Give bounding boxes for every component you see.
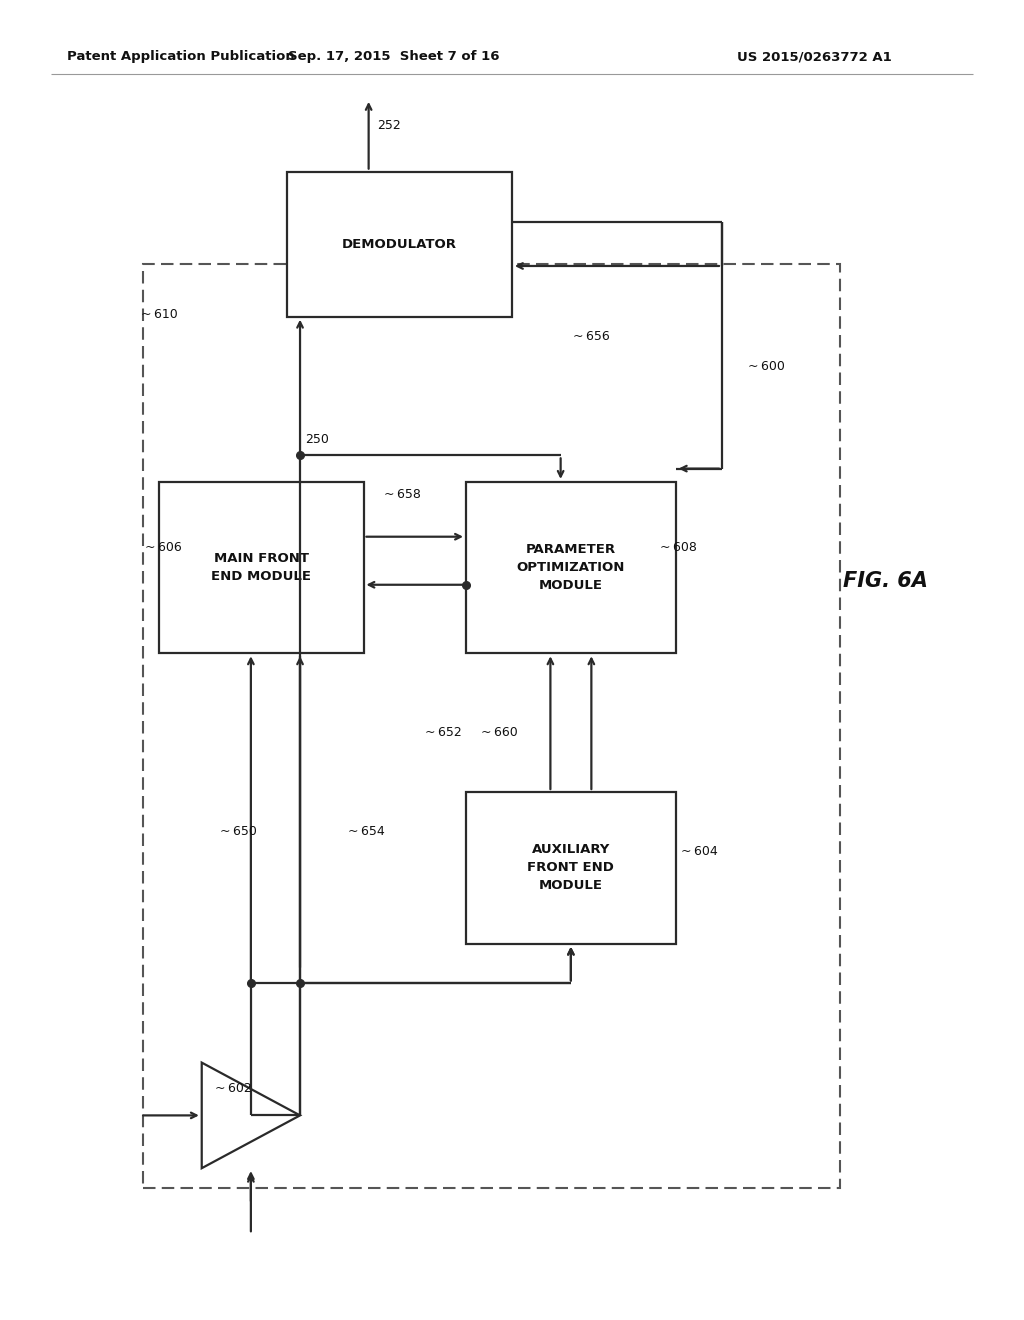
Bar: [143, 264, 840, 1188]
Text: PARAMETER
OPTIMIZATION
MODULE: PARAMETER OPTIMIZATION MODULE: [517, 543, 625, 593]
Bar: [466, 482, 676, 653]
Text: MAIN FRONT
END MODULE: MAIN FRONT END MODULE: [211, 552, 311, 583]
Bar: [466, 792, 676, 944]
Text: ~ 610: ~ 610: [141, 308, 178, 321]
Text: ~ 652: ~ 652: [425, 726, 462, 739]
Text: ~ 650: ~ 650: [220, 825, 257, 838]
Text: US 2015/0263772 A1: US 2015/0263772 A1: [737, 50, 892, 63]
Bar: [287, 172, 512, 317]
Text: ~ 606: ~ 606: [145, 541, 182, 554]
Bar: [159, 482, 364, 653]
Text: ~ 660: ~ 660: [481, 726, 518, 739]
Text: ~ 602: ~ 602: [215, 1082, 252, 1096]
Text: ~ 654: ~ 654: [348, 825, 385, 838]
Text: 250: 250: [305, 433, 329, 446]
Text: ~ 658: ~ 658: [384, 488, 421, 502]
Text: ~ 600: ~ 600: [748, 360, 784, 374]
Text: ~ 656: ~ 656: [573, 330, 610, 343]
Text: AUXILIARY
FRONT END
MODULE: AUXILIARY FRONT END MODULE: [527, 843, 614, 892]
Text: Patent Application Publication: Patent Application Publication: [67, 50, 294, 63]
Text: ~ 604: ~ 604: [681, 845, 718, 858]
Text: 252: 252: [377, 119, 400, 132]
Text: DEMODULATOR: DEMODULATOR: [342, 238, 457, 251]
Text: ~ 608: ~ 608: [660, 541, 697, 554]
Text: FIG. 6A: FIG. 6A: [844, 570, 928, 591]
Text: Sep. 17, 2015  Sheet 7 of 16: Sep. 17, 2015 Sheet 7 of 16: [289, 50, 500, 63]
Polygon shape: [202, 1063, 300, 1168]
